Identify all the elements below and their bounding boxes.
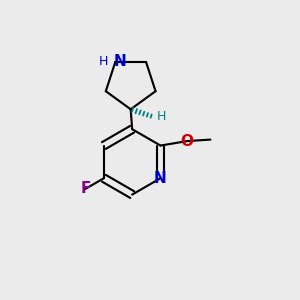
Text: F: F [80, 182, 91, 196]
Text: N: N [114, 55, 127, 70]
Text: N: N [154, 171, 167, 186]
Text: H: H [157, 110, 166, 123]
Text: H: H [98, 56, 108, 68]
Text: O: O [181, 134, 194, 148]
